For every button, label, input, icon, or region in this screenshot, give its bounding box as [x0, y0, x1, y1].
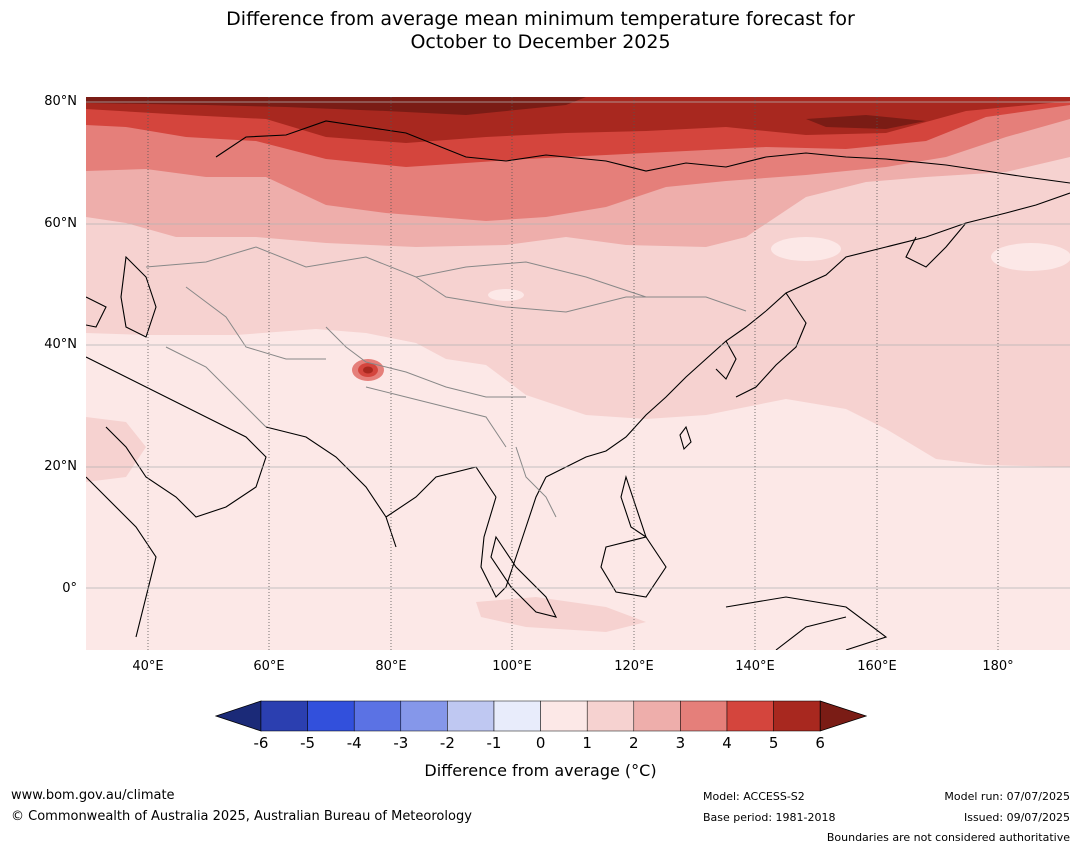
coast-southeast-asia: [480, 476, 547, 598]
footer-model: Model: ACCESS-S2: [703, 790, 805, 803]
lon-label-60e: 60°E: [253, 659, 285, 674]
border-indochina: [515, 446, 557, 518]
lat-label-60n: 60°N: [44, 216, 77, 231]
footer-url[interactable]: www.bom.gov.au/climate: [11, 788, 175, 803]
coastlines: [86, 120, 1070, 650]
footer-issued: Issued: 09/07/2025: [963, 811, 1070, 824]
coast-kamchatka: [905, 222, 967, 268]
lon-label-180: 180°: [982, 659, 1014, 674]
colorbar-tick-label: 4: [722, 734, 732, 752]
colorbar-tick-label: 5: [768, 734, 779, 752]
lon-label-160e: 160°E: [857, 659, 897, 674]
anomaly-band-1-2-east: [86, 417, 146, 482]
lon-label-100e: 100°E: [492, 659, 532, 674]
colorbar-tick-label: -6: [253, 734, 269, 752]
colorbar-segment: [447, 700, 495, 732]
anomaly-band-above-6: [86, 97, 586, 115]
colorbar-tick-label: -2: [439, 734, 455, 752]
border-mongolia: [415, 276, 646, 313]
border-china-west: [325, 326, 526, 398]
coast-china: [545, 310, 767, 478]
map-canvas: [86, 97, 1070, 650]
footer-base-period: Base period: 1981-2018: [703, 811, 836, 824]
colorbar-segments: [215, 700, 867, 732]
colorbar-segment: [353, 700, 402, 732]
colorbar-tick-label: -1: [486, 734, 502, 752]
coast-new-guinea: [725, 596, 888, 650]
colorbar-segment: [400, 700, 448, 732]
lat-label-40n: 40°N: [44, 337, 77, 352]
title-line-1: Difference from average mean minimum tem…: [226, 8, 855, 30]
anomaly-band-1-2-sea: [476, 597, 646, 632]
lat-label-20n: 20°N: [44, 459, 77, 474]
colorbar-segment: [726, 700, 774, 732]
colorbar-segment: [680, 700, 728, 732]
colorbar-tick-label: 3: [675, 734, 686, 752]
coast-korea: [715, 340, 737, 380]
anomaly-band-above-6-east: [806, 115, 926, 129]
coast-caspian: [120, 255, 157, 338]
coast-india: [265, 426, 497, 548]
coast-australia: [775, 616, 847, 650]
colorbar-segment: [773, 700, 821, 732]
colorbar-extend-high: [819, 700, 867, 732]
colorbar-segment: [633, 700, 681, 732]
lat-label-80n: 80°N: [44, 94, 77, 109]
colorbar-tick-label: -5: [300, 734, 316, 752]
forecast-map: [86, 97, 1070, 650]
coast-africa: [86, 476, 157, 638]
colorbar-segment: [493, 700, 541, 732]
border-india-south-asia: [365, 386, 507, 448]
colorbar-label: Difference from average (°C): [424, 761, 657, 780]
coast-black-sea: [86, 296, 107, 328]
patch-mongolia: [488, 289, 524, 301]
longitude-gridlines: [147, 97, 999, 650]
coast-arctic-russia: [215, 120, 1070, 184]
map-title: Difference from average mean minimum tem…: [0, 8, 1081, 54]
lon-label-120e: 120°E: [614, 659, 654, 674]
border-central-asia: [185, 286, 326, 360]
colorbar-tick-label: 1: [582, 734, 592, 752]
colorbar: [215, 700, 867, 732]
coast-arabia: [86, 356, 267, 518]
lon-label-80e: 80°E: [375, 659, 407, 674]
colorbar-tick-label: -3: [393, 734, 409, 752]
colorbar-tick-label: 2: [629, 734, 639, 752]
coast-pacific-russia: [765, 192, 1070, 312]
coast-sumatra: [490, 535, 558, 618]
coast-japan: [735, 292, 807, 398]
footer-copyright: © Commonwealth of Australia 2025, Austra…: [11, 809, 472, 824]
lon-label-140e: 140°E: [735, 659, 775, 674]
colorbar-segment: [540, 700, 588, 732]
latitude-gridlines: [86, 101, 1070, 589]
border-russia-kazakhstan: [145, 246, 747, 312]
border-iran-afghanistan: [165, 346, 267, 428]
patch-siberia: [771, 237, 841, 261]
country-boundaries: [145, 246, 747, 518]
coast-taiwan: [679, 425, 692, 451]
colorbar-tick-label: 0: [535, 734, 546, 752]
colorbar-tick-label: 6: [815, 734, 825, 752]
hotspot-inner: [363, 366, 373, 374]
patch-kamchatka: [991, 243, 1070, 271]
colorbar-tick-label: -4: [346, 734, 362, 752]
lat-label-0: 0°: [62, 581, 77, 596]
colorbar-extend-low: [215, 700, 262, 732]
footer-disclaimer: Boundaries are not considered authoritat…: [826, 831, 1070, 844]
lon-label-40e: 40°E: [132, 659, 164, 674]
colorbar-segment: [586, 700, 635, 732]
footer-model-run: Model run: 07/07/2025: [944, 790, 1070, 803]
colorbar-segment: [260, 700, 308, 732]
title-line-2: October to December 2025: [410, 31, 671, 53]
colorbar-segment: [307, 700, 355, 732]
